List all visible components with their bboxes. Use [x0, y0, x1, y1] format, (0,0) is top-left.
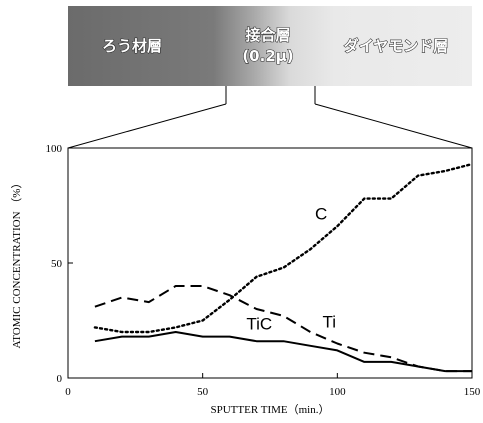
y-tick-label: 0	[57, 373, 63, 385]
layer-label-middle-1: 接合層	[245, 26, 290, 44]
zoom-line-right-diag	[314, 103, 473, 149]
layer-label-right: ダイヤモンド層	[344, 37, 449, 55]
series-line-ti	[94, 285, 472, 373]
layer-label-middle-2: (0.2μ)	[242, 47, 293, 65]
labels-group: C Ti TiC	[246, 204, 336, 333]
zoom-line-left-diag	[67, 103, 227, 149]
series-label-c: C	[315, 204, 327, 223]
y-tick-label: 100	[46, 143, 63, 155]
x-tick-label: 0	[65, 386, 71, 398]
y-axis-title: ATOMIC CONCENTRATION （%）	[10, 178, 23, 349]
layer-band	[68, 6, 472, 86]
x-tick-label: 50	[197, 386, 209, 398]
ticks: 0 50 100 150 0 50 100	[46, 143, 481, 398]
x-tick-label: 100	[329, 386, 346, 398]
series-label-tic: TiC	[246, 315, 272, 334]
series-line-c	[93, 162, 474, 334]
series-group	[93, 162, 474, 373]
series-label-ti: Ti	[322, 312, 336, 331]
x-axis-title: SPUTTER TIME（min.）	[211, 403, 330, 416]
x-tick-label: 150	[464, 386, 481, 398]
layer-label-left: ろう材層	[102, 37, 162, 55]
y-tick-label: 50	[51, 258, 63, 270]
series-line-tic	[94, 331, 472, 373]
